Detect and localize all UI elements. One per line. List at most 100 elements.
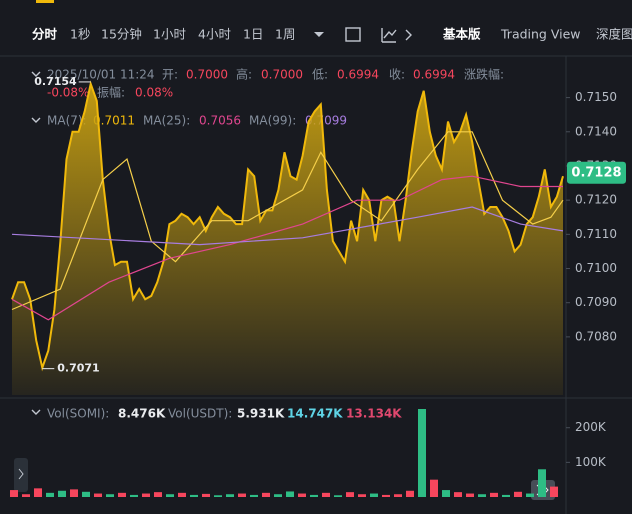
y-tick-label: 0.7080 <box>575 329 617 343</box>
volume-bar <box>82 491 90 497</box>
volume-bar <box>394 494 402 497</box>
volume-bar <box>166 494 174 497</box>
y-tick-label: 200K <box>575 420 607 434</box>
volume-bar <box>526 493 534 497</box>
info-label: 收: <box>389 68 405 82</box>
volume-bar <box>214 495 222 497</box>
expand-icon <box>18 468 24 480</box>
interval-tab[interactable]: 1秒 <box>70 27 90 42</box>
interval-tab[interactable]: 15分钟 <box>101 27 142 42</box>
info-value: 0.7000 <box>186 68 228 82</box>
volume-bar <box>142 493 150 497</box>
volume-bar <box>262 492 270 497</box>
volume-bar <box>514 491 522 497</box>
ma-line <box>11 175 563 321</box>
volume-value: 13.134K <box>346 407 402 421</box>
info-value: 0.6994 <box>337 68 379 82</box>
volume-bar <box>490 492 498 497</box>
volume-bar <box>322 492 330 497</box>
volume-bar <box>406 490 414 497</box>
y-tick-label: 0.7100 <box>575 261 617 275</box>
volume-bar <box>346 492 354 497</box>
volume-bar <box>442 490 450 497</box>
interval-tab[interactable]: 1日 <box>243 27 263 42</box>
volume-bar <box>274 494 282 497</box>
collapse-icon[interactable] <box>31 409 41 415</box>
volume-value: 8.476K <box>118 407 166 421</box>
chart-layer: 分时 1秒 15分钟 1小时 4小时 1日 1周 基本版 Trading View 深度图 2025… <box>10 27 632 497</box>
collapse-icon[interactable] <box>31 117 41 123</box>
volume-bar <box>334 495 342 497</box>
ma-value: 0.7056 <box>199 114 241 128</box>
volume-bar <box>550 486 558 497</box>
info-value: 0.6994 <box>413 68 455 82</box>
volume-bar <box>46 492 54 497</box>
interval-tab[interactable]: 1小时 <box>153 27 186 42</box>
volume-bar <box>202 493 210 497</box>
volume-bar <box>178 492 186 497</box>
y-tick-label: 0.7140 <box>575 124 617 138</box>
volume-bar <box>286 491 294 497</box>
calendar-icon[interactable] <box>345 27 361 42</box>
volume-label: Vol(SOMI): <box>47 407 109 421</box>
interval-tab[interactable]: 1周 <box>275 27 295 42</box>
volume-bar <box>58 490 66 497</box>
ma-line <box>11 206 564 246</box>
view-tab[interactable]: Trading View <box>500 27 581 42</box>
ma-label: MA(99): <box>249 114 296 128</box>
volume-bar <box>454 492 462 497</box>
volume-bar <box>106 494 114 497</box>
volume-bar <box>382 494 390 497</box>
ma-value: 0.7011 <box>93 114 135 128</box>
active-indicator <box>36 0 54 3</box>
volume-value: 5.931K <box>237 407 285 421</box>
dropdown-icon[interactable] <box>314 32 324 37</box>
volume-label: Vol(USDT): <box>168 407 232 421</box>
ma-label: MA(25): <box>143 114 190 128</box>
info-label: 高: <box>236 67 252 82</box>
volume-bar <box>370 493 378 497</box>
interval-tab[interactable]: 4小时 <box>198 27 231 42</box>
info-value: 0.08% <box>135 86 173 100</box>
info-value: 0.7000 <box>261 68 303 82</box>
volume-bar <box>130 494 138 497</box>
info-label: 开: <box>162 68 178 82</box>
y-tick-label: 0.7090 <box>575 295 617 309</box>
info-value: -0.08% <box>47 86 89 100</box>
interval-tab[interactable]: 分时 <box>32 27 58 42</box>
annotation-label: 0.7071 <box>57 362 99 375</box>
volume-bar <box>298 493 306 497</box>
volume-bar <box>466 493 474 497</box>
volume-bar <box>226 494 234 497</box>
volume-bar <box>118 492 126 497</box>
last-price-label: 0.7128 <box>571 165 621 180</box>
view-tab[interactable]: 基本版 <box>442 27 481 42</box>
indicator-icon[interactable] <box>381 28 397 43</box>
volume-bar <box>70 489 78 497</box>
volume-bar <box>22 494 30 497</box>
y-tick-label: 100K <box>575 455 607 469</box>
info-label: 涨跌幅: <box>464 67 504 82</box>
price-area <box>12 83 563 396</box>
volume-bar <box>238 493 246 497</box>
ma-label: MA(7): <box>47 114 87 128</box>
volume-bar <box>94 493 102 497</box>
volume-bar <box>250 494 258 497</box>
collapse-icon[interactable] <box>31 71 41 77</box>
volume-bar <box>34 488 42 497</box>
volume-bar <box>538 469 546 497</box>
toolbar-icons <box>31 27 412 415</box>
view-tab[interactable]: 深度图 <box>596 27 632 42</box>
volume-bar <box>10 490 18 497</box>
y-tick-label: 0.7120 <box>575 193 617 207</box>
volume-bar <box>430 479 438 497</box>
volume-bar <box>358 494 366 497</box>
y-tick-label: 0.7110 <box>575 227 617 241</box>
expand-button[interactable] <box>14 458 28 492</box>
candle-time: 2025/10/01 11:24 <box>47 68 155 82</box>
volume-value: 14.747K <box>287 407 343 421</box>
volume-bar <box>190 494 198 497</box>
y-tick-label: 0.7150 <box>575 90 617 104</box>
more-icon[interactable] <box>405 29 412 41</box>
